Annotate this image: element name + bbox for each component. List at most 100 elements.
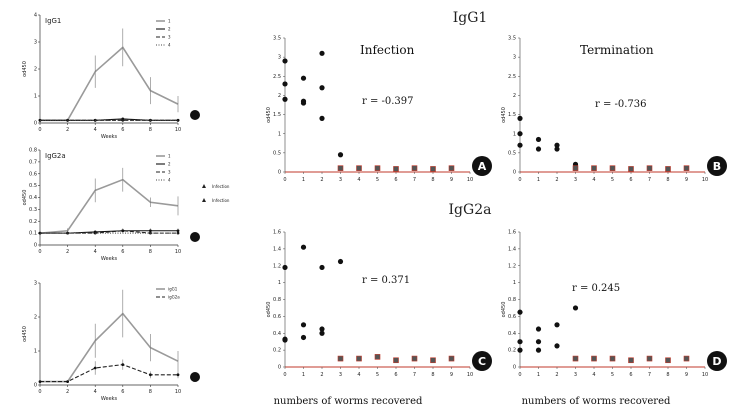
x-tick-label: 9	[685, 177, 688, 183]
y-tick-label: 0.3	[29, 207, 37, 213]
x-tick-label: 10	[467, 372, 473, 378]
x-tick-label: 2	[320, 177, 323, 183]
y-tick-label: 3	[34, 281, 37, 287]
y-tick-label: 2	[34, 67, 37, 73]
series-line-1	[39, 178, 179, 234]
panel-badge	[707, 156, 727, 176]
data-point	[319, 115, 325, 121]
scatter-panel-D: 0 0.2 0.4 0.6 0.8 1 1.2 1.4 1.6 0 1 2 3 4 5 6 7 8 9 10 od450…	[501, 230, 727, 378]
heading-igg1: IgG1	[453, 10, 488, 26]
y-tick-label: 0.6	[508, 314, 516, 320]
x-axis-label: Weeks	[101, 134, 118, 140]
data-point	[319, 264, 325, 271]
data-point	[319, 50, 325, 56]
line-panel-left-a: 0 1 2 3 4 0 2 4 6 8 10 Weeks od450 IgG1 1 2 3 4	[22, 13, 200, 140]
x-tick-label: 3	[339, 177, 342, 183]
data-point	[683, 165, 690, 171]
scatter-panel-A: 0 0.5 1 1.5 2 2.5 3 3.5 0 1 2 3 4 5 6 7 8 9 10 od450 Infecti…	[266, 36, 492, 183]
y-axis-label: od450	[501, 107, 507, 123]
data-point	[282, 337, 288, 343]
x-tick-label: 1	[537, 372, 540, 378]
y-tick-label: 1	[278, 131, 281, 137]
legend-marker	[202, 184, 206, 188]
y-axis-label: od450	[22, 326, 28, 342]
line-panel-left-b: 0 0.1 0.2 0.3 0.4 0.5 0.6 0.7 0.8 0 2 4 6 8 10 Weeks od4…	[22, 148, 200, 262]
series-line-1	[40, 46, 179, 122]
x-tick-label: 6	[121, 127, 124, 133]
data-point	[554, 343, 560, 349]
data-point	[554, 146, 560, 152]
y-tick-label: 0.1	[29, 231, 37, 237]
x-tick-label: 10	[175, 389, 181, 395]
y-tick-label: 0.2	[508, 348, 516, 354]
y-tick-label: 2	[513, 93, 516, 99]
y-tick-label: 2.5	[508, 74, 516, 80]
legend-label: 2	[168, 162, 171, 167]
y-tick-label: 0.4	[273, 331, 281, 337]
x-tick-label: 8	[149, 249, 152, 255]
data-point	[517, 309, 523, 315]
y-tick-label: 1	[34, 349, 37, 355]
y-tick-label: 0	[278, 365, 281, 371]
series-line-igG1	[40, 312, 179, 383]
y-tick-label: 1	[513, 280, 516, 286]
x-tick-label: 2	[555, 177, 558, 183]
correlation-label: r = -0.397	[362, 96, 414, 107]
data-point	[517, 142, 523, 148]
x-tick-label: 7	[648, 177, 651, 183]
data-point	[282, 58, 288, 64]
data-point	[38, 380, 42, 383]
y-axis-label: od450	[501, 302, 507, 318]
panel-title: IgG1	[45, 17, 61, 25]
data-point	[554, 142, 560, 148]
panel-badge	[472, 156, 492, 176]
x-tick-label: 4	[94, 249, 97, 255]
legend-label: 1	[168, 19, 171, 24]
data-point	[393, 166, 399, 172]
legend-entry: Infection	[212, 184, 230, 189]
data-point	[282, 264, 288, 271]
x-tick-label: 4	[357, 177, 360, 183]
x-tick-label: 8	[666, 372, 669, 378]
y-tick-label: 1	[278, 280, 281, 286]
x-axis-label: Weeks	[101, 396, 118, 402]
y-tick-label: 4	[34, 13, 37, 19]
scatter-panel-C: 0 0.2 0.4 0.6 0.8 1 1.2 1.4 1.6 0 1 2 3 4 5 6 7 8 9 10 od450…	[266, 230, 492, 378]
data-point	[300, 322, 307, 328]
x-tick-label: 5	[611, 372, 614, 378]
panel-badge	[190, 372, 200, 382]
y-tick-label: 0	[34, 243, 37, 249]
data-point	[591, 165, 597, 171]
x-tick-label: 0	[38, 127, 41, 133]
y-tick-label: 1.5	[508, 112, 516, 118]
data-point	[628, 166, 634, 172]
x-tick-label: 1	[302, 177, 305, 183]
data-point	[628, 357, 634, 364]
panel-title: IgG2a	[45, 152, 66, 160]
data-point	[337, 258, 344, 265]
panel-title: Infection	[360, 43, 415, 57]
x-tick-label: 2	[555, 372, 558, 378]
y-tick-label: 3	[513, 55, 516, 61]
y-tick-label: 1	[34, 94, 37, 100]
data-point	[356, 355, 362, 362]
data-point	[176, 229, 180, 233]
y-tick-label: 1	[513, 131, 516, 137]
panel-badge	[190, 232, 200, 242]
data-point	[149, 373, 152, 377]
x-tick-label: 0	[38, 389, 41, 395]
data-point	[535, 146, 542, 152]
panel-badge	[190, 110, 200, 120]
legend-marker	[202, 198, 206, 202]
x-tick-label: 7	[648, 372, 651, 378]
y-tick-label: 1.4	[508, 246, 516, 252]
data-point	[517, 347, 523, 353]
legend-label: 2	[168, 27, 171, 32]
y-tick-label: 0.4	[29, 195, 37, 201]
data-point	[683, 355, 690, 362]
x-tick-label: 6	[629, 372, 632, 378]
x-axis-label: Weeks	[101, 256, 118, 262]
legend-label: igG1	[168, 287, 178, 292]
x-tick-label: 4	[94, 127, 97, 133]
